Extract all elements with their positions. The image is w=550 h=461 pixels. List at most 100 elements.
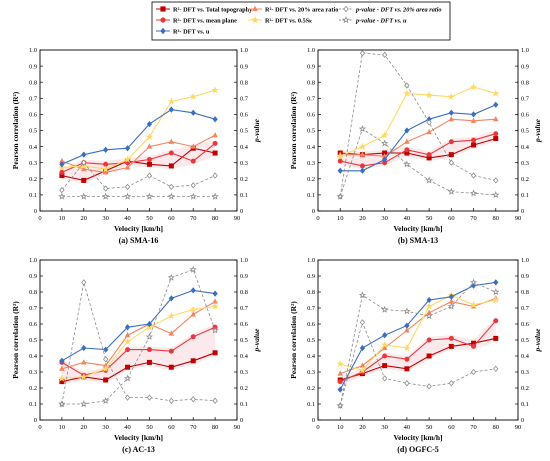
data-point bbox=[358, 366, 367, 374]
data-point bbox=[337, 370, 343, 376]
data-point bbox=[189, 305, 197, 313]
series-line bbox=[61, 109, 216, 165]
y-tick-label: 0.6 bbox=[307, 112, 315, 119]
x-tick-label: 50 bbox=[426, 215, 433, 222]
data-point bbox=[448, 116, 455, 122]
x-tick-label: 80 bbox=[493, 215, 500, 222]
plot-frame bbox=[317, 49, 519, 212]
data-point bbox=[102, 169, 109, 175]
series-line bbox=[61, 269, 216, 405]
y-axis-label-right: p-value bbox=[252, 118, 261, 143]
series-line bbox=[61, 301, 216, 370]
panel-caption: (b) SMA-13 bbox=[398, 236, 438, 245]
series bbox=[336, 125, 500, 200]
series-line bbox=[61, 142, 216, 173]
data-point bbox=[212, 140, 218, 146]
data-point bbox=[492, 191, 500, 199]
x-axis-label: Velocity [km/h] bbox=[114, 224, 163, 233]
data-point bbox=[359, 167, 366, 174]
data-point bbox=[380, 139, 389, 147]
data-point bbox=[358, 291, 367, 299]
data-point bbox=[190, 334, 196, 340]
series-line bbox=[340, 133, 496, 167]
y-tick-label: 0.2 bbox=[29, 176, 37, 183]
y-tick-label-right: 0.6 bbox=[240, 112, 248, 119]
legend-marker-star-open bbox=[342, 16, 350, 24]
y-tick-label-right: 0.6 bbox=[521, 112, 529, 119]
data-point bbox=[470, 368, 477, 376]
data-point bbox=[336, 192, 344, 200]
legend-marker-diamond bbox=[160, 27, 166, 35]
data-point bbox=[336, 152, 344, 160]
y-tick-label: 1.0 bbox=[307, 47, 315, 54]
y-tick-label-right: 0.7 bbox=[240, 96, 248, 103]
data-point bbox=[471, 343, 477, 349]
data-point bbox=[167, 312, 176, 320]
data-point bbox=[493, 365, 499, 372]
y-axis-label-right: p-value bbox=[533, 118, 542, 143]
data-point bbox=[380, 131, 389, 139]
series-line bbox=[339, 86, 496, 157]
x-tick-label: 40 bbox=[404, 424, 411, 431]
data-point bbox=[426, 353, 432, 359]
data-point bbox=[493, 318, 499, 324]
data-point bbox=[493, 279, 499, 286]
x-tick-label: 40 bbox=[404, 215, 411, 222]
series-line bbox=[340, 337, 496, 381]
y-axis-label: Pearson correlation (R²) bbox=[289, 301, 298, 379]
y-tick-label-right: 0.1 bbox=[521, 192, 529, 199]
series-line bbox=[61, 289, 216, 362]
y-tick-label: 0.9 bbox=[29, 63, 37, 70]
data-point bbox=[493, 177, 499, 184]
data-point bbox=[103, 346, 109, 353]
y-tick-label-right: 0.9 bbox=[521, 273, 529, 280]
x-tick-label: 50 bbox=[146, 215, 153, 222]
series bbox=[59, 106, 218, 168]
data-point bbox=[493, 116, 499, 122]
data-point bbox=[359, 344, 366, 352]
plot-frame bbox=[39, 49, 238, 212]
data-point bbox=[336, 360, 344, 368]
data-point bbox=[426, 337, 432, 343]
y-tick-label-right: 0.7 bbox=[521, 305, 529, 312]
data-point bbox=[189, 92, 197, 100]
y-tick-label-right: 0.5 bbox=[240, 337, 248, 344]
data-point bbox=[123, 155, 132, 163]
y-tick-label: 0 bbox=[34, 208, 37, 215]
data-point bbox=[101, 192, 110, 200]
y-tick-label: 0.3 bbox=[307, 369, 315, 376]
data-point bbox=[146, 320, 153, 328]
data-point bbox=[212, 397, 218, 404]
y-tick-label: 0.5 bbox=[307, 337, 315, 344]
x-tick-label: 0 bbox=[38, 215, 41, 222]
legend-label: R²- DFT vs. 0.5Sₖ bbox=[265, 17, 312, 24]
y-tick-label: 0 bbox=[312, 208, 315, 215]
y-tick-label-right: 0.4 bbox=[240, 144, 249, 151]
legend-label: R²- DFT vs. Total topography bbox=[173, 6, 253, 13]
data-point bbox=[212, 132, 218, 138]
data-point bbox=[426, 152, 432, 158]
series bbox=[336, 83, 500, 160]
y-tick-label: 0.9 bbox=[29, 273, 37, 280]
series bbox=[59, 350, 218, 385]
series-line bbox=[340, 118, 496, 157]
y-tick-label-right: 0.8 bbox=[521, 289, 529, 296]
y-tick-label-right: 0.7 bbox=[521, 96, 529, 103]
data-point bbox=[59, 161, 65, 168]
y-tick-label-right: 0.1 bbox=[521, 401, 529, 408]
data-point bbox=[447, 187, 456, 195]
data-point bbox=[380, 340, 389, 348]
data-point bbox=[425, 176, 433, 184]
data-point bbox=[81, 344, 87, 352]
data-point bbox=[469, 300, 478, 308]
data-point bbox=[448, 159, 454, 166]
x-tick-label: 80 bbox=[493, 424, 500, 431]
panel-caption: (a) SMA-16 bbox=[119, 236, 159, 245]
data-point bbox=[81, 151, 87, 158]
x-tick-label: 70 bbox=[190, 215, 197, 222]
data-point bbox=[470, 111, 477, 118]
data-point bbox=[124, 332, 131, 338]
series bbox=[58, 265, 219, 408]
data-point bbox=[81, 159, 87, 166]
